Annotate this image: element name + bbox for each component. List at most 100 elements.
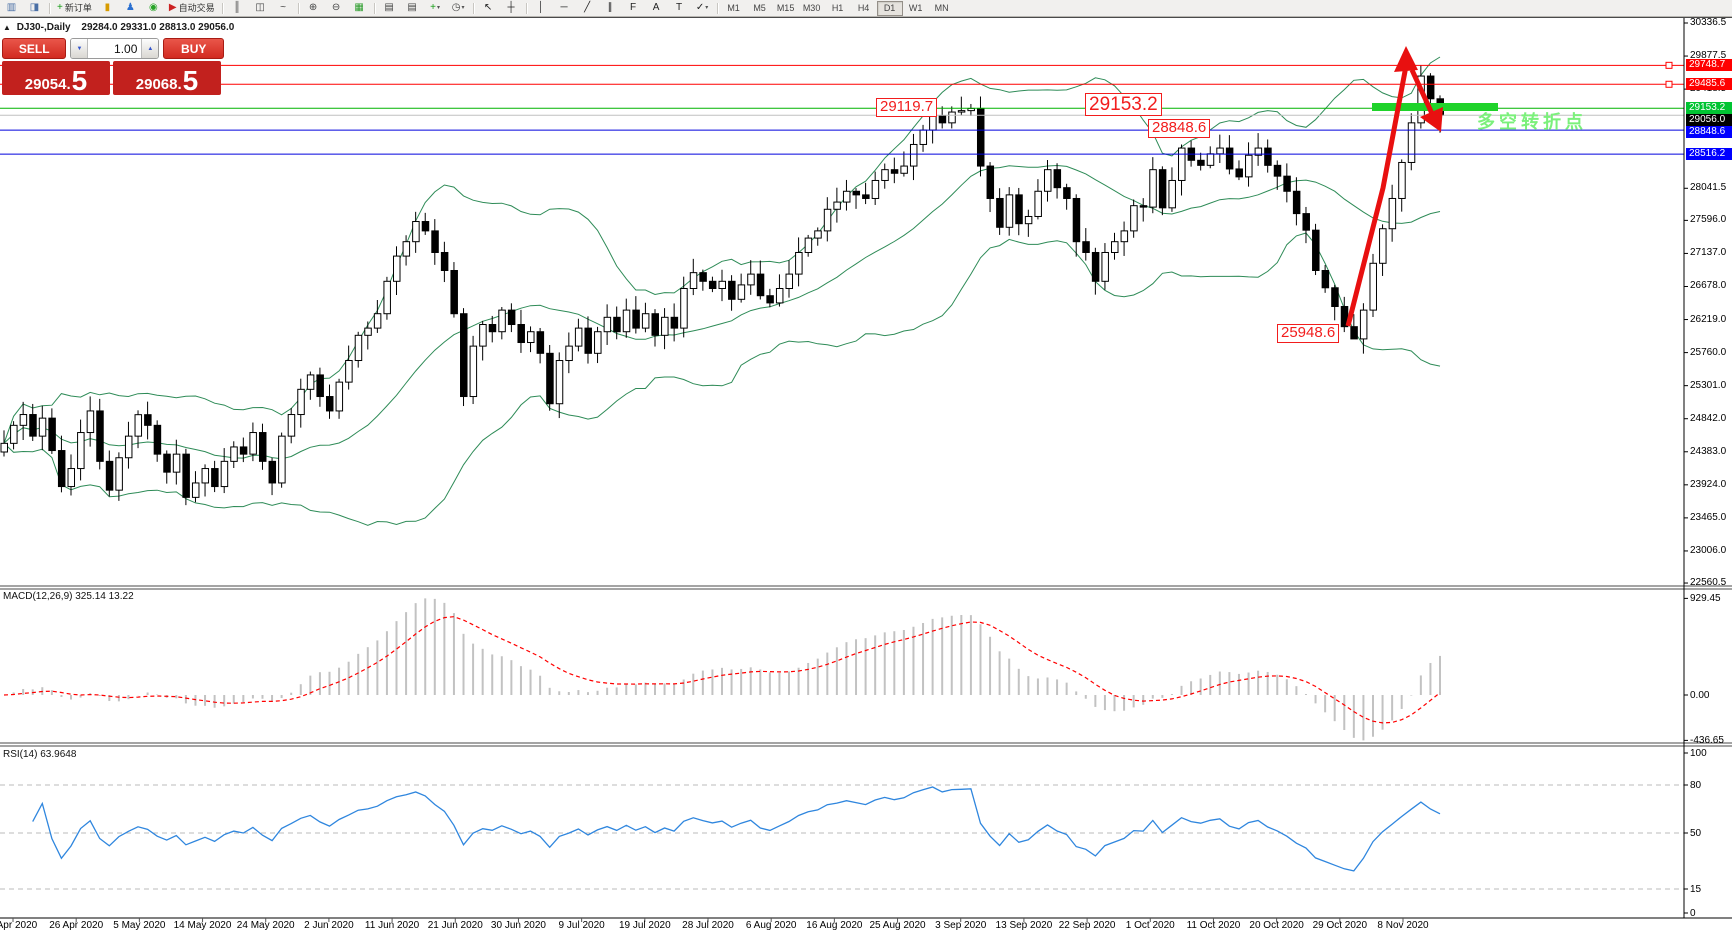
collapse-icon[interactable]: ▲ [3, 23, 11, 32]
zoom-in-icon[interactable]: ⊕ [303, 1, 324, 16]
macd-pane-graphics [3, 598, 1441, 741]
bar-chart-icon[interactable]: ║ [227, 1, 248, 16]
rsi-tick-label: 100 [1690, 748, 1707, 759]
arrows-icon[interactable]: ✓ ▾ [692, 1, 713, 16]
horizontal-line-icon[interactable]: ─ [554, 1, 575, 16]
price-tick-label: 24842.0 [1690, 412, 1727, 424]
rsi-pane-graphics [0, 784, 1684, 890]
text-icon[interactable]: A [646, 1, 667, 16]
price-level-badge: 29153.2 [1686, 102, 1732, 115]
timeframe-button-M30[interactable]: M30 [802, 3, 821, 13]
crosshair-icon[interactable]: ┼ [501, 1, 522, 16]
price-annotation[interactable]: 25948.6 [1277, 324, 1340, 343]
volume-input[interactable]: 1.00 [88, 39, 142, 58]
buy-price-main: 29068. [135, 76, 182, 93]
text-label-icon: T [676, 2, 683, 13]
date-tick-label: 11 Jun 2020 [364, 920, 420, 931]
candlestick-chart-icon[interactable]: ◫ [250, 1, 271, 16]
toolbar-separator [49, 2, 50, 14]
macd-tick-label: 0.00 [1690, 690, 1710, 701]
trend-arrow-down-head[interactable] [1420, 107, 1443, 132]
timeframe-button-H1[interactable]: H1 [831, 3, 844, 13]
auto-trading-button[interactable]: ▶ 自动交易 [166, 1, 218, 16]
candlestick-chart-icon: ◫ [255, 2, 265, 13]
chart-title: ▲ DJ30-,Daily 29284.0 29331.0 28813.0 29… [3, 22, 234, 33]
add-indicator-button[interactable]: + ▾ [425, 1, 446, 16]
price-level-badge: 28516.2 [1686, 148, 1732, 161]
macd-tick-label: -436.65 [1690, 735, 1724, 747]
volume-increase-button[interactable]: ▲ [141, 39, 159, 58]
bull-bear-turning-point-note[interactable]: 多空转折点 [1477, 112, 1587, 132]
equidistant-channel-icon: ∥ [607, 2, 613, 13]
timeframe-button-W1[interactable]: W1 [908, 3, 923, 13]
toolbar-separator [373, 2, 375, 14]
timeframe-button-M1[interactable]: M1 [727, 3, 740, 13]
signals-icon[interactable]: ◉ [143, 1, 164, 16]
text-icon: A [652, 2, 660, 13]
trend-arrow-up-stroke[interactable] [1345, 65, 1409, 327]
price-annotation[interactable]: 29119.7 [876, 98, 938, 117]
buy-button[interactable]: BUY [163, 38, 225, 59]
date-tick-label: 6 Aug 2020 [745, 920, 797, 931]
price-annotation[interactable]: 29153.2 [1085, 93, 1162, 117]
equidistant-channel-icon[interactable]: ∥ [600, 1, 621, 16]
price-tick-label: 26219.0 [1690, 313, 1727, 325]
green-highlight-bar[interactable] [1372, 103, 1498, 111]
line-chart-icon[interactable]: ~ [273, 1, 294, 16]
timeframe-button-MN[interactable]: MN [934, 3, 949, 13]
timeframe-button-M15[interactable]: M15 [776, 3, 795, 13]
drawn-annotations[interactable] [1345, 46, 1498, 327]
auto-scroll-icon[interactable]: ▤ [402, 1, 423, 16]
rsi-tick-label: 15 [1690, 884, 1702, 895]
fibonacci-icon[interactable]: F [623, 1, 644, 16]
new-chart-icon: ▥ [6, 2, 17, 13]
price-annotation[interactable]: 28848.6 [1148, 119, 1211, 138]
ohlc-readout: 29284.0 29331.0 28813.0 29056.0 [81, 22, 235, 33]
auto-scroll-icon: ▤ [407, 2, 417, 13]
toolbar-separator [297, 2, 299, 14]
community-icon[interactable]: ♟ [120, 1, 141, 16]
timeframe-button-H4[interactable]: H4 [857, 3, 870, 13]
new-order-button[interactable]: + 新订单 [54, 1, 95, 16]
zoom-out-icon[interactable]: ⊖ [326, 1, 347, 16]
macd-tick-label: 929.45 [1690, 593, 1721, 605]
date-tick-label: 9 Jul 2020 [558, 920, 605, 931]
deposit-icon[interactable]: ▮ [97, 1, 118, 16]
horizontal-line-icon: ─ [560, 2, 568, 13]
chart-window-border [0, 17, 1732, 18]
rsi-tick-label: 80 [1690, 780, 1702, 791]
sell-button[interactable]: SELL [2, 38, 67, 59]
date-tick-label: 29 Oct 2020 [1312, 920, 1368, 931]
new-chart-icon[interactable]: ▥ [1, 1, 22, 16]
market-watch-icon[interactable]: ◨ [24, 1, 45, 16]
buy-price-box[interactable]: 29068. 5 [113, 61, 221, 95]
buy-price-big-digit: 5 [182, 64, 199, 96]
deposit-icon: ▮ [104, 2, 111, 13]
sell-price-box[interactable]: 29054. 5 [2, 61, 110, 95]
price-tick-label: 25760.0 [1690, 346, 1727, 358]
period-button[interactable]: ◷ ▾ [448, 1, 469, 16]
text-label-icon[interactable]: T [669, 1, 690, 16]
price-tick-label: 25301.0 [1690, 379, 1727, 391]
macd-label: MACD(12,26,9) 325.14 13.22 [3, 591, 134, 602]
cursor-icon[interactable]: ↖ [478, 1, 499, 16]
trend-arrow-down-stroke[interactable] [1409, 68, 1437, 120]
date-tick-label: 2 Jun 2020 [304, 920, 354, 931]
chart-shift-icon[interactable]: ▤ [379, 1, 400, 16]
date-tick-label: 3 Sep 2020 [935, 920, 987, 931]
price-level-badge: 29485.6 [1686, 78, 1732, 91]
signals-icon: ◉ [148, 2, 158, 13]
vertical-line-icon[interactable]: │ [531, 1, 552, 16]
level-handle[interactable] [1665, 80, 1673, 88]
tile-windows-icon[interactable]: ▦ [349, 1, 370, 16]
date-tick-label: 21 Jun 2020 [427, 920, 483, 931]
trend-arrow-up-head[interactable] [1394, 46, 1418, 72]
timeframe-button-D1[interactable]: D1 [876, 0, 903, 16]
zoom-out-icon: ⊖ [331, 2, 341, 13]
volume-decrease-button[interactable]: ▼ [71, 39, 89, 58]
date-tick-label: 6 Apr 2020 [0, 920, 38, 931]
timeframe-button-M5[interactable]: M5 [753, 3, 766, 13]
trendline-icon[interactable]: ╱ [577, 1, 598, 16]
level-handle[interactable] [1665, 61, 1673, 69]
